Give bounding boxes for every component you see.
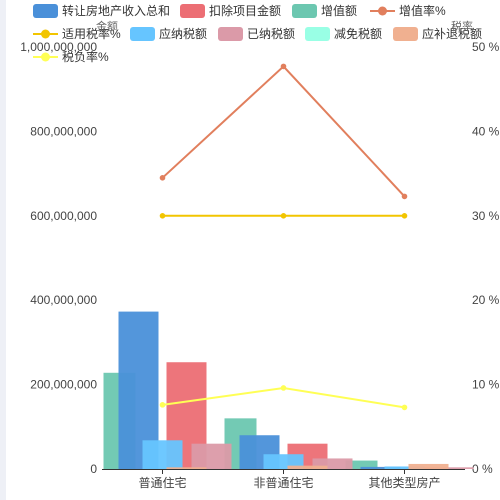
bar[interactable] bbox=[142, 440, 183, 469]
axis-names: 金额 税率 bbox=[96, 19, 473, 33]
legend-dot-marker bbox=[378, 6, 387, 16]
legend-item[interactable]: 应补退税额 bbox=[393, 26, 482, 41]
legend-label: 减免税额 bbox=[334, 26, 382, 41]
legend-item[interactable]: 应纳税额 bbox=[130, 26, 207, 41]
bar-series bbox=[103, 311, 474, 469]
legend-swatch bbox=[305, 27, 330, 41]
right-tick-label: 50 % bbox=[472, 40, 500, 54]
right-axis: 0 % 10 % 20 % 30 % 40 % 50 % bbox=[472, 40, 500, 476]
legend-label: 转让房地产收入总和 bbox=[62, 3, 170, 18]
bar[interactable] bbox=[312, 458, 353, 469]
right-tick-label: 0 % bbox=[472, 462, 493, 476]
bar[interactable] bbox=[360, 466, 401, 469]
series-line[interactable] bbox=[161, 65, 406, 198]
legend-item[interactable]: 增值率% bbox=[370, 3, 446, 18]
legend-label: 已纳税额 bbox=[247, 27, 295, 41]
data-point[interactable] bbox=[280, 63, 287, 70]
left-tick-label: 400,000,000 bbox=[30, 293, 97, 307]
bar[interactable] bbox=[191, 443, 232, 469]
data-point[interactable] bbox=[280, 385, 287, 391]
bar[interactable] bbox=[408, 463, 449, 469]
legend-swatch bbox=[33, 4, 58, 18]
right-axis-name: 税率 bbox=[451, 19, 473, 33]
legend-item[interactable]: 转让房地产收入总和 bbox=[33, 3, 170, 18]
legend-item[interactable]: 税负率% bbox=[33, 49, 109, 64]
data-point[interactable] bbox=[401, 404, 408, 411]
legend-label: 应纳税额 bbox=[159, 26, 207, 41]
legend-label: 适用税率% bbox=[62, 26, 121, 41]
data-point[interactable] bbox=[401, 213, 408, 219]
category-label: 非普通住宅 bbox=[253, 475, 313, 490]
right-tick-label: 10 % bbox=[472, 378, 500, 392]
category-axis: 普通住宅 非普通住宅 其他类型房产 bbox=[102, 469, 465, 490]
legend-item[interactable]: 减免税额 bbox=[305, 26, 382, 41]
legend-label: 扣除项目金额 bbox=[209, 3, 281, 18]
left-tick-label: 200,000,000 bbox=[30, 378, 97, 392]
legend-dot-marker bbox=[41, 52, 50, 62]
legend-item[interactable]: 已纳税额 bbox=[218, 27, 295, 41]
legend-label: 增值额 bbox=[321, 3, 357, 18]
bar[interactable] bbox=[287, 465, 328, 469]
data-point[interactable] bbox=[401, 193, 408, 200]
legend-swatch bbox=[393, 27, 418, 41]
left-edge-strip bbox=[0, 0, 6, 500]
bar[interactable] bbox=[384, 466, 425, 469]
legend-swatch bbox=[180, 4, 205, 18]
left-tick-label: 1,000,000,000 bbox=[20, 40, 97, 54]
legend-swatch bbox=[130, 27, 155, 41]
legend-label: 增值率% bbox=[399, 3, 446, 18]
legend: 转让房地产收入总和 扣除项目金额 增值额 增值率% 适用税率% 应纳税额 已纳税额 减免税额 应… bbox=[33, 3, 482, 64]
bar[interactable] bbox=[433, 467, 474, 469]
right-tick-label: 40 % bbox=[472, 124, 500, 138]
legend-swatch bbox=[218, 27, 243, 41]
legend-item[interactable]: 适用税率% bbox=[33, 26, 121, 41]
category-label: 其他类型房产 bbox=[368, 475, 440, 490]
legend-dot-marker bbox=[41, 29, 50, 39]
legend-item[interactable]: 扣除项目金额 bbox=[180, 3, 281, 18]
right-tick-label: 30 % bbox=[472, 209, 500, 223]
legend-label: 应补退税额 bbox=[422, 26, 482, 41]
bar[interactable] bbox=[263, 454, 304, 469]
left-tick-label: 800,000,000 bbox=[30, 124, 97, 138]
left-tick-label: 600,000,000 bbox=[30, 209, 97, 223]
left-axis: 0 200,000,000 400,000,000 600,000,000 800,00… bbox=[20, 40, 97, 476]
legend-swatch bbox=[292, 4, 317, 18]
right-tick-label: 20 % bbox=[472, 293, 500, 307]
left-axis-name: 金额 bbox=[96, 19, 118, 33]
data-point[interactable] bbox=[159, 175, 166, 181]
bar[interactable] bbox=[345, 460, 378, 469]
legend-label: 税负率% bbox=[62, 49, 109, 64]
legend-item[interactable]: 增值额 bbox=[292, 3, 357, 18]
data-point[interactable] bbox=[159, 213, 166, 219]
line-series bbox=[159, 63, 408, 411]
bar[interactable] bbox=[166, 467, 207, 469]
left-tick-label: 0 bbox=[90, 462, 97, 476]
category-label: 普通住宅 bbox=[138, 475, 186, 490]
data-point[interactable] bbox=[159, 402, 166, 408]
data-point[interactable] bbox=[280, 213, 287, 219]
